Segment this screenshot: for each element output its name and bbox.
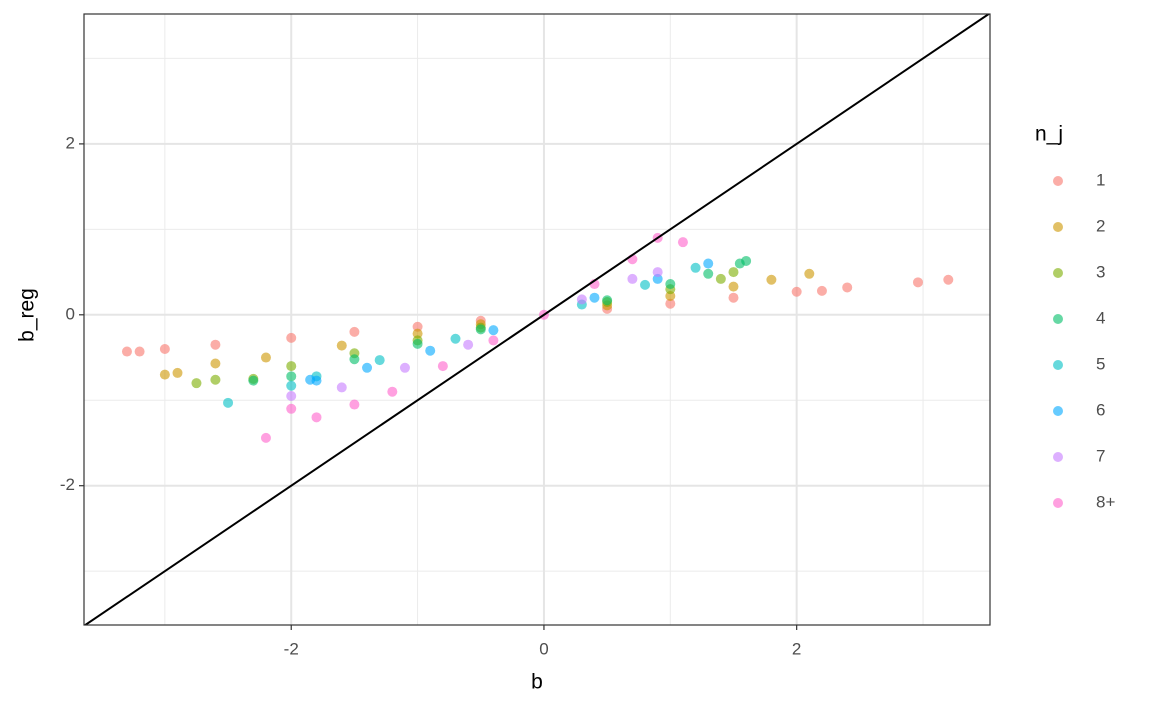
point [804, 268, 815, 279]
point [349, 326, 360, 337]
point [260, 432, 271, 443]
panel-border [83, 13, 991, 626]
point [703, 268, 714, 279]
point [842, 282, 853, 293]
point [943, 274, 954, 285]
point [286, 361, 297, 372]
point [652, 267, 663, 278]
legend-key [1053, 314, 1063, 324]
point [576, 294, 587, 305]
point [665, 279, 676, 290]
point [741, 255, 752, 266]
legend-label: 3 [1096, 262, 1105, 281]
point [286, 390, 297, 401]
y-axis-title: b_reg [16, 288, 39, 342]
point [488, 335, 499, 346]
point [766, 274, 777, 285]
legend-key [1053, 406, 1063, 416]
point [728, 281, 739, 292]
point [703, 258, 714, 269]
point [589, 292, 600, 303]
point [336, 340, 347, 351]
legend-label: 5 [1096, 354, 1105, 373]
legend-label: 8+ [1096, 492, 1115, 511]
point [728, 292, 739, 303]
point [223, 397, 234, 408]
point [816, 285, 827, 296]
point [412, 321, 423, 332]
point [349, 354, 360, 365]
point [210, 358, 221, 369]
point [260, 352, 271, 363]
point [791, 286, 802, 297]
point [134, 346, 145, 357]
point [286, 403, 297, 414]
point [121, 346, 132, 357]
legend: 1 2 3 4 5 6 7 8+ [1053, 170, 1115, 511]
legend-key [1053, 222, 1063, 232]
points [121, 232, 954, 443]
point [387, 386, 398, 397]
legend-key [1053, 498, 1063, 508]
point [412, 328, 423, 339]
legend-label: 2 [1096, 216, 1105, 235]
point [374, 355, 385, 366]
point [412, 338, 423, 349]
point [210, 374, 221, 385]
point [463, 339, 474, 350]
point [488, 325, 499, 336]
point [191, 378, 202, 389]
x-tick-label: 0 [539, 639, 548, 658]
point [728, 267, 739, 278]
y-tick-label: -2 [60, 475, 75, 494]
point [690, 262, 701, 273]
legend-label: 7 [1096, 446, 1105, 465]
point [286, 380, 297, 391]
x-tick-label: -2 [284, 639, 299, 658]
point [172, 367, 183, 378]
point [159, 369, 170, 380]
overlay [84, 14, 990, 625]
point [437, 361, 448, 372]
legend-label: 6 [1096, 400, 1105, 419]
point [450, 333, 461, 344]
point [652, 273, 663, 284]
legend-label: 1 [1096, 170, 1105, 189]
y-tick-label: 0 [66, 304, 75, 323]
point [311, 412, 322, 423]
point [475, 324, 486, 335]
point [248, 375, 259, 386]
legend-title: n_j [1035, 123, 1063, 146]
point [311, 375, 322, 386]
point [425, 345, 436, 356]
point [627, 273, 638, 284]
point [665, 298, 676, 309]
point [210, 339, 221, 350]
point [349, 399, 360, 410]
point [677, 237, 688, 248]
x-axis-title: b [531, 671, 543, 694]
legend-label: 4 [1096, 308, 1105, 327]
point [159, 343, 170, 354]
point [602, 295, 613, 306]
point [715, 273, 726, 284]
point [665, 291, 676, 301]
point [336, 382, 347, 393]
reference-line [84, 14, 990, 625]
point [362, 362, 373, 373]
x-tick-label: 2 [792, 639, 801, 658]
point [912, 277, 923, 288]
legend-key [1053, 452, 1063, 462]
legend-key [1053, 176, 1063, 186]
y-tick-label: 2 [66, 133, 75, 152]
point [286, 332, 297, 343]
point [399, 362, 410, 373]
legend-key [1053, 360, 1063, 370]
point [640, 279, 651, 290]
point [286, 371, 297, 382]
legend-key [1053, 268, 1063, 278]
axes: -2 0 2 -2 0 2 [60, 133, 802, 658]
